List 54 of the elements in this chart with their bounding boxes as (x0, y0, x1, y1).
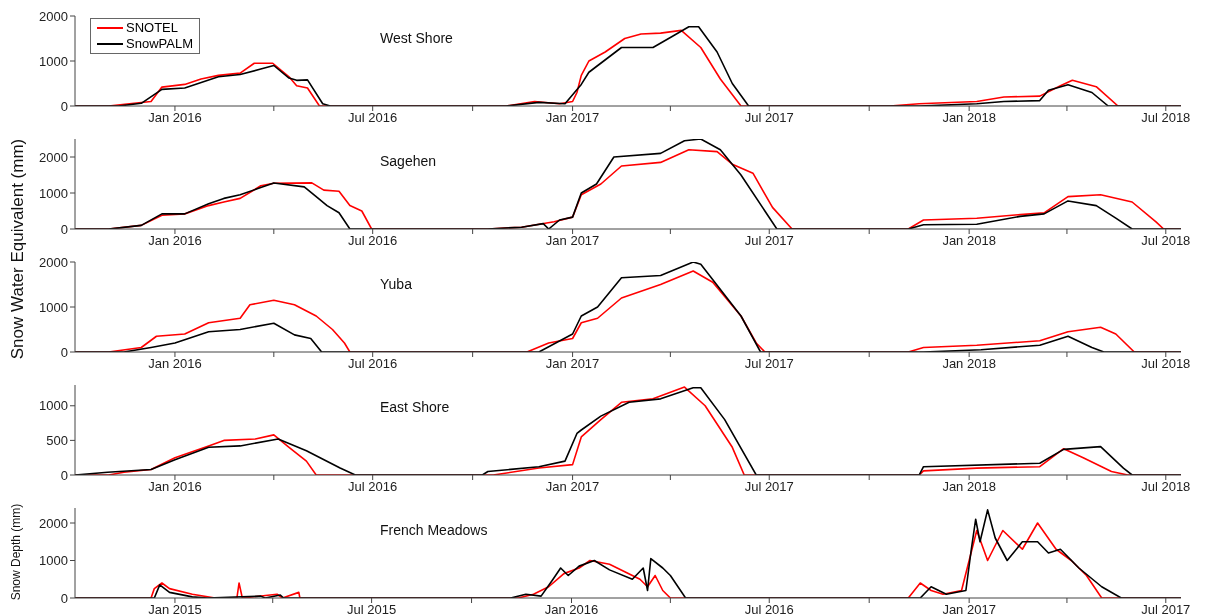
y-tick-label: 1000 (39, 299, 68, 315)
x-tick-label: Jul 2016 (348, 110, 398, 126)
x-tick-label: Jan 2015 (148, 602, 202, 616)
x-tick-label: Jul 2017 (1141, 602, 1191, 616)
y-axis-title: Snow Water Equivalent (mm) (8, 138, 28, 360)
x-tick-label: Jan 2016 (148, 233, 202, 249)
x-tick-label: Jul 2018 (1141, 356, 1191, 372)
y-tick-label: 2000 (39, 149, 68, 165)
x-tick-label: Jul 2017 (744, 356, 794, 372)
x-tick-label: Jul 2016 (348, 356, 398, 372)
x-tick-label: Jul 2017 (744, 479, 794, 495)
x-tick-label: Jul 2018 (1141, 110, 1191, 126)
x-tick-label: Jul 2017 (744, 233, 794, 249)
x-tick-label: Jul 2015 (347, 602, 397, 616)
y-tick-label: 1000 (39, 53, 68, 69)
x-tick-label: Jan 2017 (545, 356, 600, 372)
x-tick-label: Jan 2018 (942, 110, 996, 126)
y-tick-label: 0 (60, 590, 68, 606)
x-tick-label: Jan 2017 (545, 479, 600, 495)
x-tick-label: Jul 2016 (348, 233, 398, 249)
text: East Shore (380, 399, 450, 415)
y-tick-label: 0 (60, 467, 68, 483)
x-tick-label: Jan 2016 (148, 110, 202, 126)
y-tick-label: 2000 (39, 254, 68, 270)
y-tick-label: 1000 (39, 398, 68, 414)
x-tick-label: Jan 2017 (545, 233, 600, 249)
y-tick-label: 1000 (39, 185, 68, 201)
text: West Shore (380, 30, 453, 46)
legend-label: SNOTEL (126, 20, 179, 36)
x-tick-label: Jul 2016 (744, 602, 794, 616)
y-tick-label: 0 (60, 98, 68, 114)
x-tick-label: Jan 2018 (942, 233, 996, 249)
x-tick-label: Jan 2016 (148, 356, 202, 372)
y-tick-label: 2000 (39, 515, 68, 531)
legend-label: SnowPALM (126, 36, 193, 52)
x-tick-label: Jul 2017 (744, 110, 794, 126)
y-axis-title: Snow Depth (mm) (9, 503, 23, 600)
text: Yuba (380, 276, 412, 292)
text: French Meadows (380, 522, 488, 538)
x-tick-label: Jan 2016 (148, 479, 202, 495)
y-tick-label: 0 (60, 344, 68, 360)
x-tick-label: Jan 2016 (544, 602, 599, 616)
x-tick-label: Jul 2018 (1141, 233, 1191, 249)
x-tick-label: Jan 2018 (942, 479, 996, 495)
y-tick-label: 0 (60, 221, 68, 237)
x-tick-label: Jan 2017 (942, 602, 996, 616)
y-tick-label: 2000 (39, 8, 68, 24)
y-tick-label: 1000 (39, 553, 68, 569)
x-tick-label: Jul 2016 (348, 479, 398, 495)
x-tick-label: Jan 2018 (942, 356, 996, 372)
x-tick-label: Jan 2017 (545, 110, 600, 126)
x-tick-label: Jul 2018 (1141, 479, 1191, 495)
y-tick-label: 500 (46, 433, 68, 448)
text: Sagehen (380, 153, 437, 169)
